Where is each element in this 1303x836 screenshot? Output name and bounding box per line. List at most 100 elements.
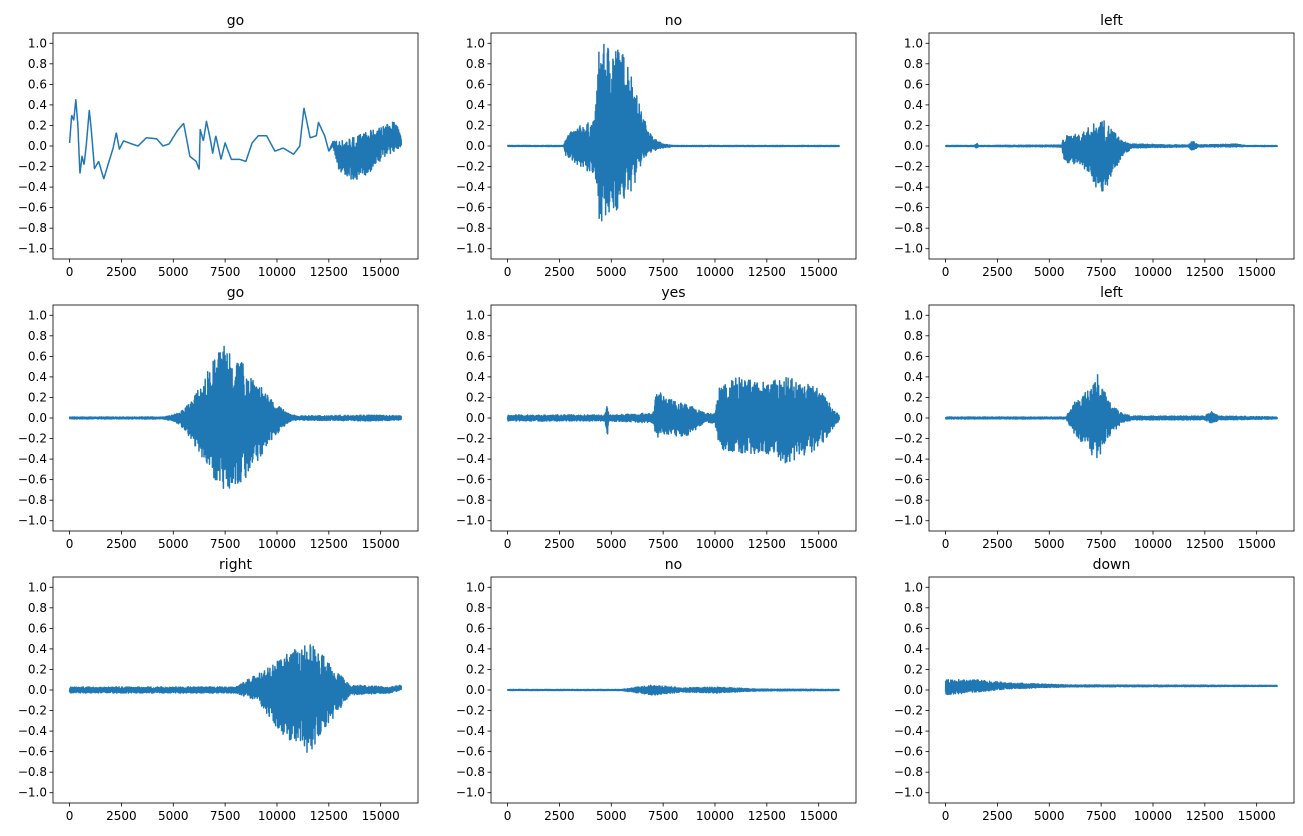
y-tick-label: 0.4 — [466, 98, 485, 112]
x-tick-label: 12500 — [1186, 537, 1224, 551]
x-tick-label: 0 — [942, 809, 950, 823]
y-tick-label: 0.0 — [466, 139, 485, 153]
subplot-2: −1.0 −0.8 −0.6 −0.4 −0.2 0.0 0.2 0.4 0.6 0.8 1.0 0 2… — [456, 13, 857, 279]
y-tick-label: 0.8 — [28, 601, 47, 615]
subplot-3: −1.0 −0.8 −0.6 −0.4 −0.2 0.0 0.2 0.4 0.6 0.8 1.0 0 2… — [894, 13, 1295, 279]
subplot-1: −1.0 −0.8 −0.6 −0.4 −0.2 0.0 0.2 0.4 0.6 0.8 1.0 0 2… — [18, 13, 419, 279]
x-tick-label: 0 — [504, 537, 512, 551]
waveform-line — [68, 644, 403, 753]
x-tick-label: 15000 — [800, 265, 838, 279]
x-tick-label: 15000 — [1238, 265, 1276, 279]
y-tick-label: 0.6 — [904, 621, 923, 635]
y-tick-label: 0.6 — [28, 349, 47, 363]
y-tick-label: −1.0 — [456, 514, 485, 528]
waveform-line — [506, 376, 841, 464]
x-tick-label: 10000 — [258, 265, 296, 279]
y-tick-label: −1.0 — [18, 242, 47, 256]
y-tick-label: 0.4 — [904, 642, 923, 656]
subplot-title: no — [665, 557, 682, 573]
x-tick-label: 12500 — [310, 537, 348, 551]
x-tick-label: 5000 — [1034, 537, 1065, 551]
y-tick-label: 1.0 — [28, 36, 47, 50]
x-tick-label: 10000 — [1134, 265, 1172, 279]
y-tick-label: 0.8 — [904, 57, 923, 71]
y-tick-label: 0.2 — [28, 662, 47, 676]
y-tick-label: 0.0 — [466, 683, 485, 697]
x-tick-label: 10000 — [696, 809, 734, 823]
y-tick-label: −1.0 — [18, 786, 47, 800]
subplot-title: go — [227, 285, 244, 301]
x-tick-label: 0 — [66, 537, 74, 551]
y-tick-label: −1.0 — [456, 242, 485, 256]
x-tick-label: 7500 — [648, 265, 679, 279]
y-tick-label: −0.8 — [894, 221, 923, 235]
x-tick-label: 7500 — [210, 809, 241, 823]
y-tick-label: 0.2 — [904, 118, 923, 132]
y-tick-label: 0.6 — [466, 621, 485, 635]
y-tick-label: −0.2 — [18, 160, 47, 174]
subplot-4: −1.0 −0.8 −0.6 −0.4 −0.2 0.0 0.2 0.4 0.6 0.8 1.0 0 2… — [18, 285, 419, 551]
y-tick-label: 0.8 — [466, 329, 485, 343]
y-tick-label: −0.4 — [894, 452, 923, 466]
x-tick-label: 2500 — [982, 265, 1013, 279]
y-tick-label: 0.4 — [466, 370, 485, 384]
y-tick-label: −0.2 — [894, 160, 923, 174]
y-tick-label: 0.0 — [904, 139, 923, 153]
x-tick-label: 12500 — [748, 265, 786, 279]
y-tick-label: 0.2 — [904, 390, 923, 404]
y-tick-label: −0.2 — [456, 704, 485, 718]
x-tick-label: 2500 — [106, 265, 137, 279]
y-tick-label: 0.0 — [904, 683, 923, 697]
y-tick-label: 1.0 — [466, 580, 485, 594]
x-tick-label: 10000 — [1134, 809, 1172, 823]
subplot-title: no — [665, 13, 682, 29]
x-tick-label: 12500 — [1186, 809, 1224, 823]
y-tick-label: 0.2 — [466, 662, 485, 676]
y-tick-label: −0.6 — [18, 745, 47, 759]
x-tick-label: 7500 — [1086, 265, 1117, 279]
y-tick-label: −0.6 — [894, 473, 923, 487]
y-tick-label: 0.6 — [904, 77, 923, 91]
x-tick-label: 5000 — [1034, 265, 1065, 279]
y-tick-label: −0.6 — [894, 201, 923, 215]
y-tick-label: 0.6 — [904, 349, 923, 363]
y-tick-label: 0.2 — [466, 118, 485, 132]
waveform-line — [944, 373, 1279, 459]
y-tick-label: 1.0 — [904, 308, 923, 322]
subplot-title: down — [1093, 557, 1131, 573]
y-tick-label: 0.6 — [466, 349, 485, 363]
y-tick-label: 0.4 — [466, 642, 485, 656]
y-tick-label: 0.8 — [466, 57, 485, 71]
x-tick-label: 12500 — [1186, 265, 1224, 279]
y-tick-label: −0.6 — [456, 201, 485, 215]
y-tick-label: −0.8 — [18, 221, 47, 235]
subplot-9: −1.0 −0.8 −0.6 −0.4 −0.2 0.0 0.2 0.4 0.6 0.8 1.0 0 2… — [894, 557, 1295, 823]
x-tick-label: 15000 — [362, 265, 400, 279]
subplot-8: −1.0 −0.8 −0.6 −0.4 −0.2 0.0 0.2 0.4 0.6 0.8 1.0 0 2… — [456, 557, 857, 823]
waveform-line — [506, 43, 841, 222]
y-tick-label: −1.0 — [894, 514, 923, 528]
y-tick-label: 0.8 — [28, 57, 47, 71]
y-tick-label: 0.4 — [904, 370, 923, 384]
x-tick-label: 5000 — [158, 809, 189, 823]
x-tick-label: 7500 — [648, 537, 679, 551]
y-tick-label: −0.4 — [18, 180, 47, 194]
x-tick-label: 2500 — [544, 265, 575, 279]
y-tick-label: −0.8 — [456, 221, 485, 235]
x-tick-label: 2500 — [106, 537, 137, 551]
y-tick-label: −0.2 — [894, 704, 923, 718]
y-tick-label: −0.8 — [18, 493, 47, 507]
y-tick-label: 0.2 — [28, 118, 47, 132]
y-tick-label: −0.6 — [456, 473, 485, 487]
y-tick-label: −0.6 — [894, 745, 923, 759]
y-tick-label: 0.4 — [28, 642, 47, 656]
x-tick-label: 10000 — [1134, 537, 1172, 551]
y-tick-label: −0.4 — [456, 724, 485, 738]
subplot-title: yes — [661, 285, 685, 301]
x-tick-label: 10000 — [696, 265, 734, 279]
x-tick-label: 2500 — [106, 809, 137, 823]
y-tick-label: −0.4 — [456, 180, 485, 194]
subplot-7: −1.0 −0.8 −0.6 −0.4 −0.2 0.0 0.2 0.4 0.6 0.8 1.0 0 2… — [18, 557, 419, 823]
x-tick-label: 0 — [942, 265, 950, 279]
y-tick-label: −0.2 — [18, 704, 47, 718]
